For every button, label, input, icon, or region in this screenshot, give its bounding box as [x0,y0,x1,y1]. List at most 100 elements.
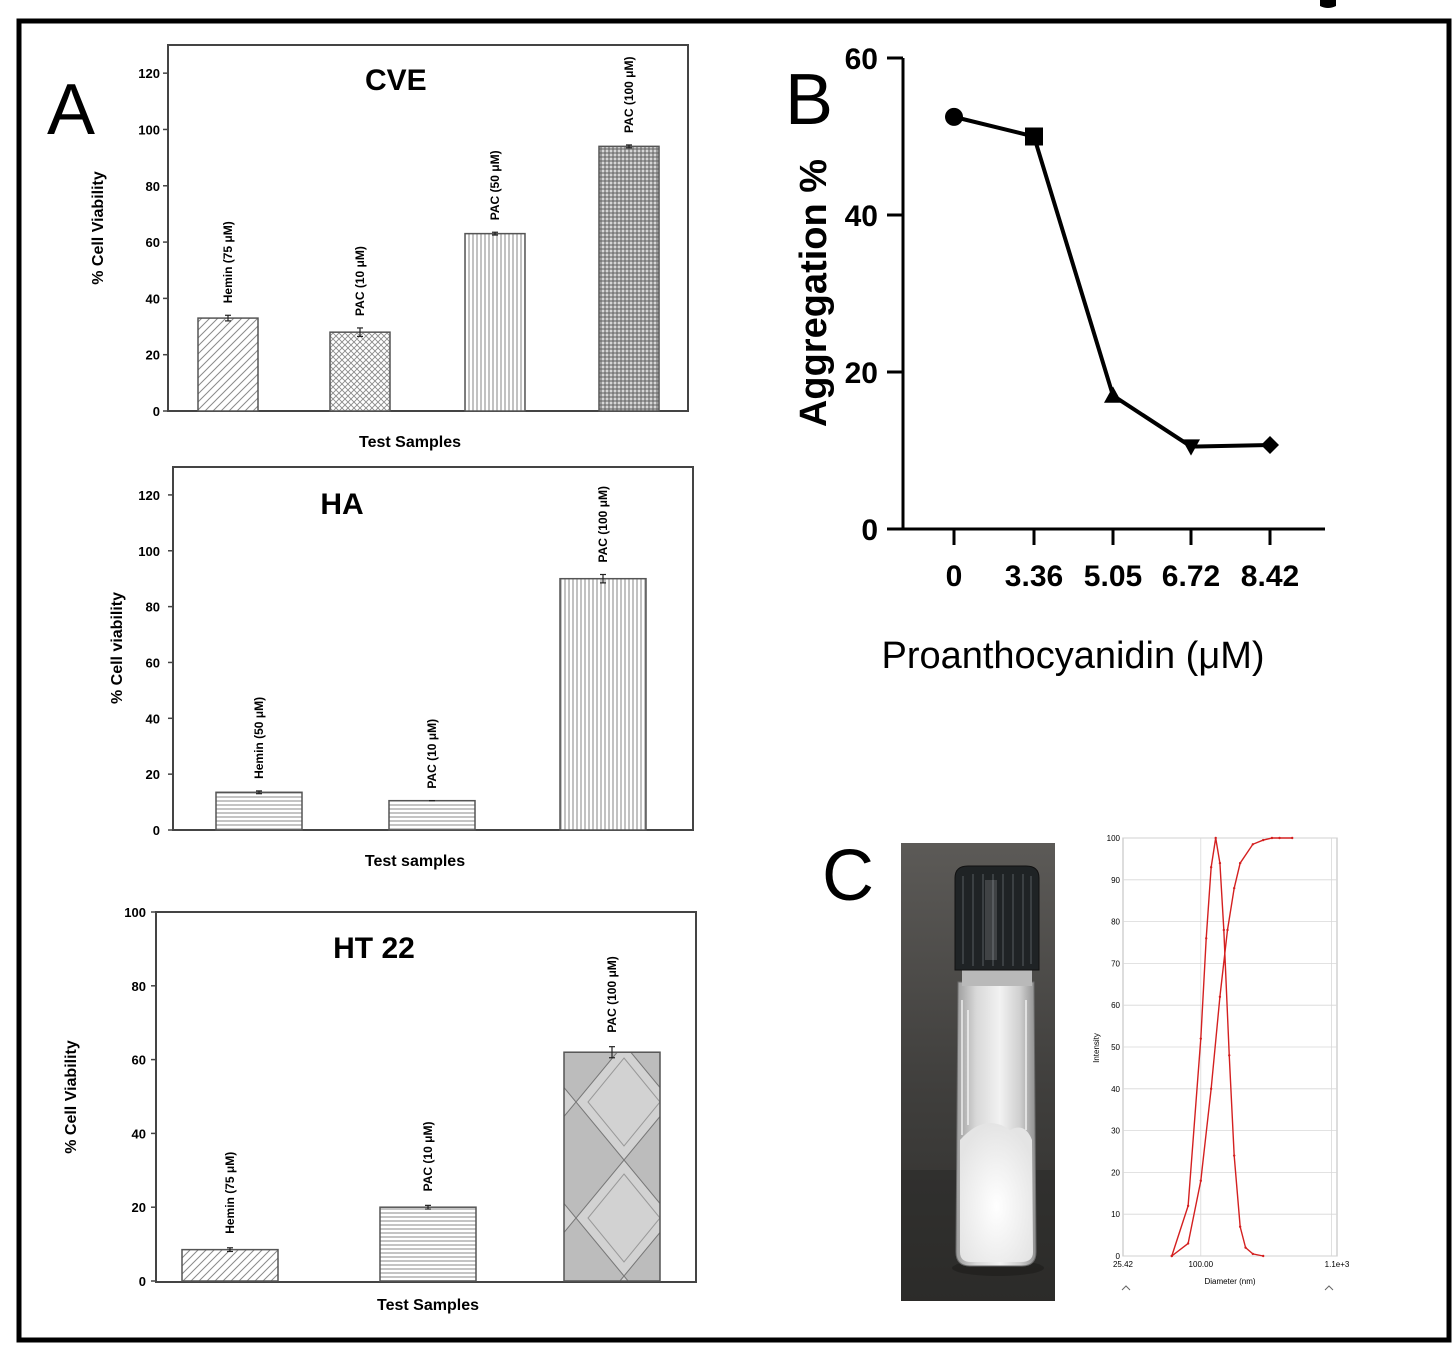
agg-point [1261,436,1279,455]
dls-point [1244,1246,1247,1249]
dls-line-chart: Intensity Diameter (nm) 0 10 20 30 40 50 60 70 8… [1092,834,1350,1291]
dls-x-tick-label: 100.00 [1189,1260,1214,1269]
agg-x-tick-label: 3.36 [1005,560,1063,593]
cve-y-tick-label: 120 [138,66,160,81]
dls-point [1209,1087,1213,1091]
ha-bar-label: Hemin (50 μM) [252,697,266,779]
ht22-y-ticks: 0 20 40 60 80 100 [124,905,156,1289]
dls-point [1218,861,1222,865]
cropped-title-fragment [1320,0,1336,8]
ha-bar-label: PAC (100 μM) [596,486,610,562]
dls-point [1291,836,1294,840]
ha-x-axis-label: Test samples [365,853,465,870]
agg-point [945,107,963,126]
dls-y-tick-label: 70 [1111,959,1120,968]
dls-point [1199,1037,1202,1040]
cve-y-tick-label: 0 [153,404,160,419]
vial-powder [960,1122,1033,1262]
ha-y-tick-label: 60 [146,655,160,670]
dls-point [1214,836,1217,840]
ha-y-axis-label: % Cell viability [109,592,126,704]
ht22-bar-label: PAC (10 μM) [421,1122,435,1192]
agg-y-tick-label: 60 [845,43,878,76]
dls-point [1238,861,1242,865]
dls-point [1251,843,1255,846]
cve-bar-chart: CVE Test Samples % Cell Viability 0 20 40 6… [90,44,689,451]
ha-y-tick-label: 0 [153,823,160,838]
cve-bar-label: PAC (100 μM) [622,56,636,132]
panel-letter-b: B [785,60,833,140]
dls-scroll-arrows-icon [1121,1285,1334,1291]
panel-letter-c: C [822,836,874,916]
ha-y-tick-label: 100 [138,544,160,559]
dls-series [1170,836,1294,1258]
agg-y-tick-label: 40 [845,200,878,233]
dls-x-axis-label: Diameter (nm) [1204,1277,1255,1286]
outer-frame [16,18,1452,1343]
ht22-title: HT 22 [333,932,415,965]
ht22-y-tick-label: 20 [132,1200,146,1215]
dls-y-tick-label: 80 [1111,918,1120,927]
vial-cap [954,865,1040,971]
cve-y-tick-label: 100 [138,122,160,137]
dls-y-tick-label: 20 [1111,1168,1120,1177]
dls-point [1261,1254,1265,1258]
dls-point [1209,866,1213,869]
dls-y-tick-label: 30 [1111,1127,1120,1136]
dls-point [1205,937,1208,940]
dls-ticks: 0 10 20 30 40 50 60 70 80 90 100 25.42 100.00 1.1e+3 [1107,834,1350,1269]
ha-bar [388,799,476,831]
dls-point [1170,1254,1173,1258]
cve-bars: Hemin (75 μM) PAC (10 μM) PAC (50 μM) PAC (… [197,56,660,412]
agg-y-tick-label: 20 [845,357,878,390]
ha-title: HA [320,488,363,521]
vial-cap-highlight [985,880,997,960]
ht22-bar [379,1206,477,1282]
cve-title: CVE [365,64,427,97]
cve-bar [197,317,259,412]
dls-y-tick-label: 90 [1111,876,1120,885]
dls-point [1232,1154,1236,1157]
dls-point [1222,928,1226,932]
vial-cap-ridges [962,874,1032,966]
ha-bars: Hemin (50 μM) PAC (10 μM) PAC (100 μM) [215,486,647,831]
ht22-bar [563,1051,661,1282]
agg-series [945,107,1279,456]
dls-point [1218,995,1222,999]
cve-bar-label: Hemin (75 μM) [221,221,235,303]
agg-point [1182,439,1200,456]
vial-neck [962,968,1032,986]
agg-point [1104,386,1122,403]
ha-y-tick-label: 80 [146,600,160,615]
dls-y-tick-label: 40 [1111,1085,1120,1094]
dls-point [1232,886,1236,890]
dls-y-tick-label: 100 [1107,834,1121,843]
ha-bar-chart: HA Test samples % Cell viability 0 20 40 60… [109,466,694,870]
ha-y-tick-label: 20 [146,767,160,782]
agg-x-tick-label: 6.72 [1162,560,1220,593]
dls-point [1270,836,1274,840]
agg-y-axis-label: Aggregation % [793,159,835,427]
agg-x-tick-label: 5.05 [1084,560,1142,593]
aggregation-line-chart: Aggregation % Proanthocyanidin (μM) 0 20 4… [793,43,1325,677]
dls-point [1251,1252,1255,1256]
ht22-plot-frame [155,911,697,1283]
dls-x-tick-label: 1.1e+3 [1325,1260,1350,1269]
ha-bar-label: PAC (10 μM) [425,719,439,789]
vial-glare [961,1000,1027,1135]
agg-x-tick-label: 0 [946,560,963,593]
dls-point [1199,1179,1202,1182]
ha-y-tick-label: 40 [146,711,160,726]
dls-point [1261,838,1265,842]
dls-point [1186,1204,1190,1208]
dls-point [1228,1054,1231,1057]
cve-bar [464,232,526,412]
dls-point [1226,928,1229,932]
cve-y-tick-label: 60 [146,235,160,250]
vial-photo [901,843,1055,1301]
cve-plot-frame [167,44,689,412]
cve-bar-label: PAC (10 μM) [353,246,367,316]
ht22-bar-label: Hemin (75 μM) [223,1152,237,1234]
dls-point [1186,1242,1190,1245]
dls-y-tick-label: 0 [1116,1252,1121,1261]
